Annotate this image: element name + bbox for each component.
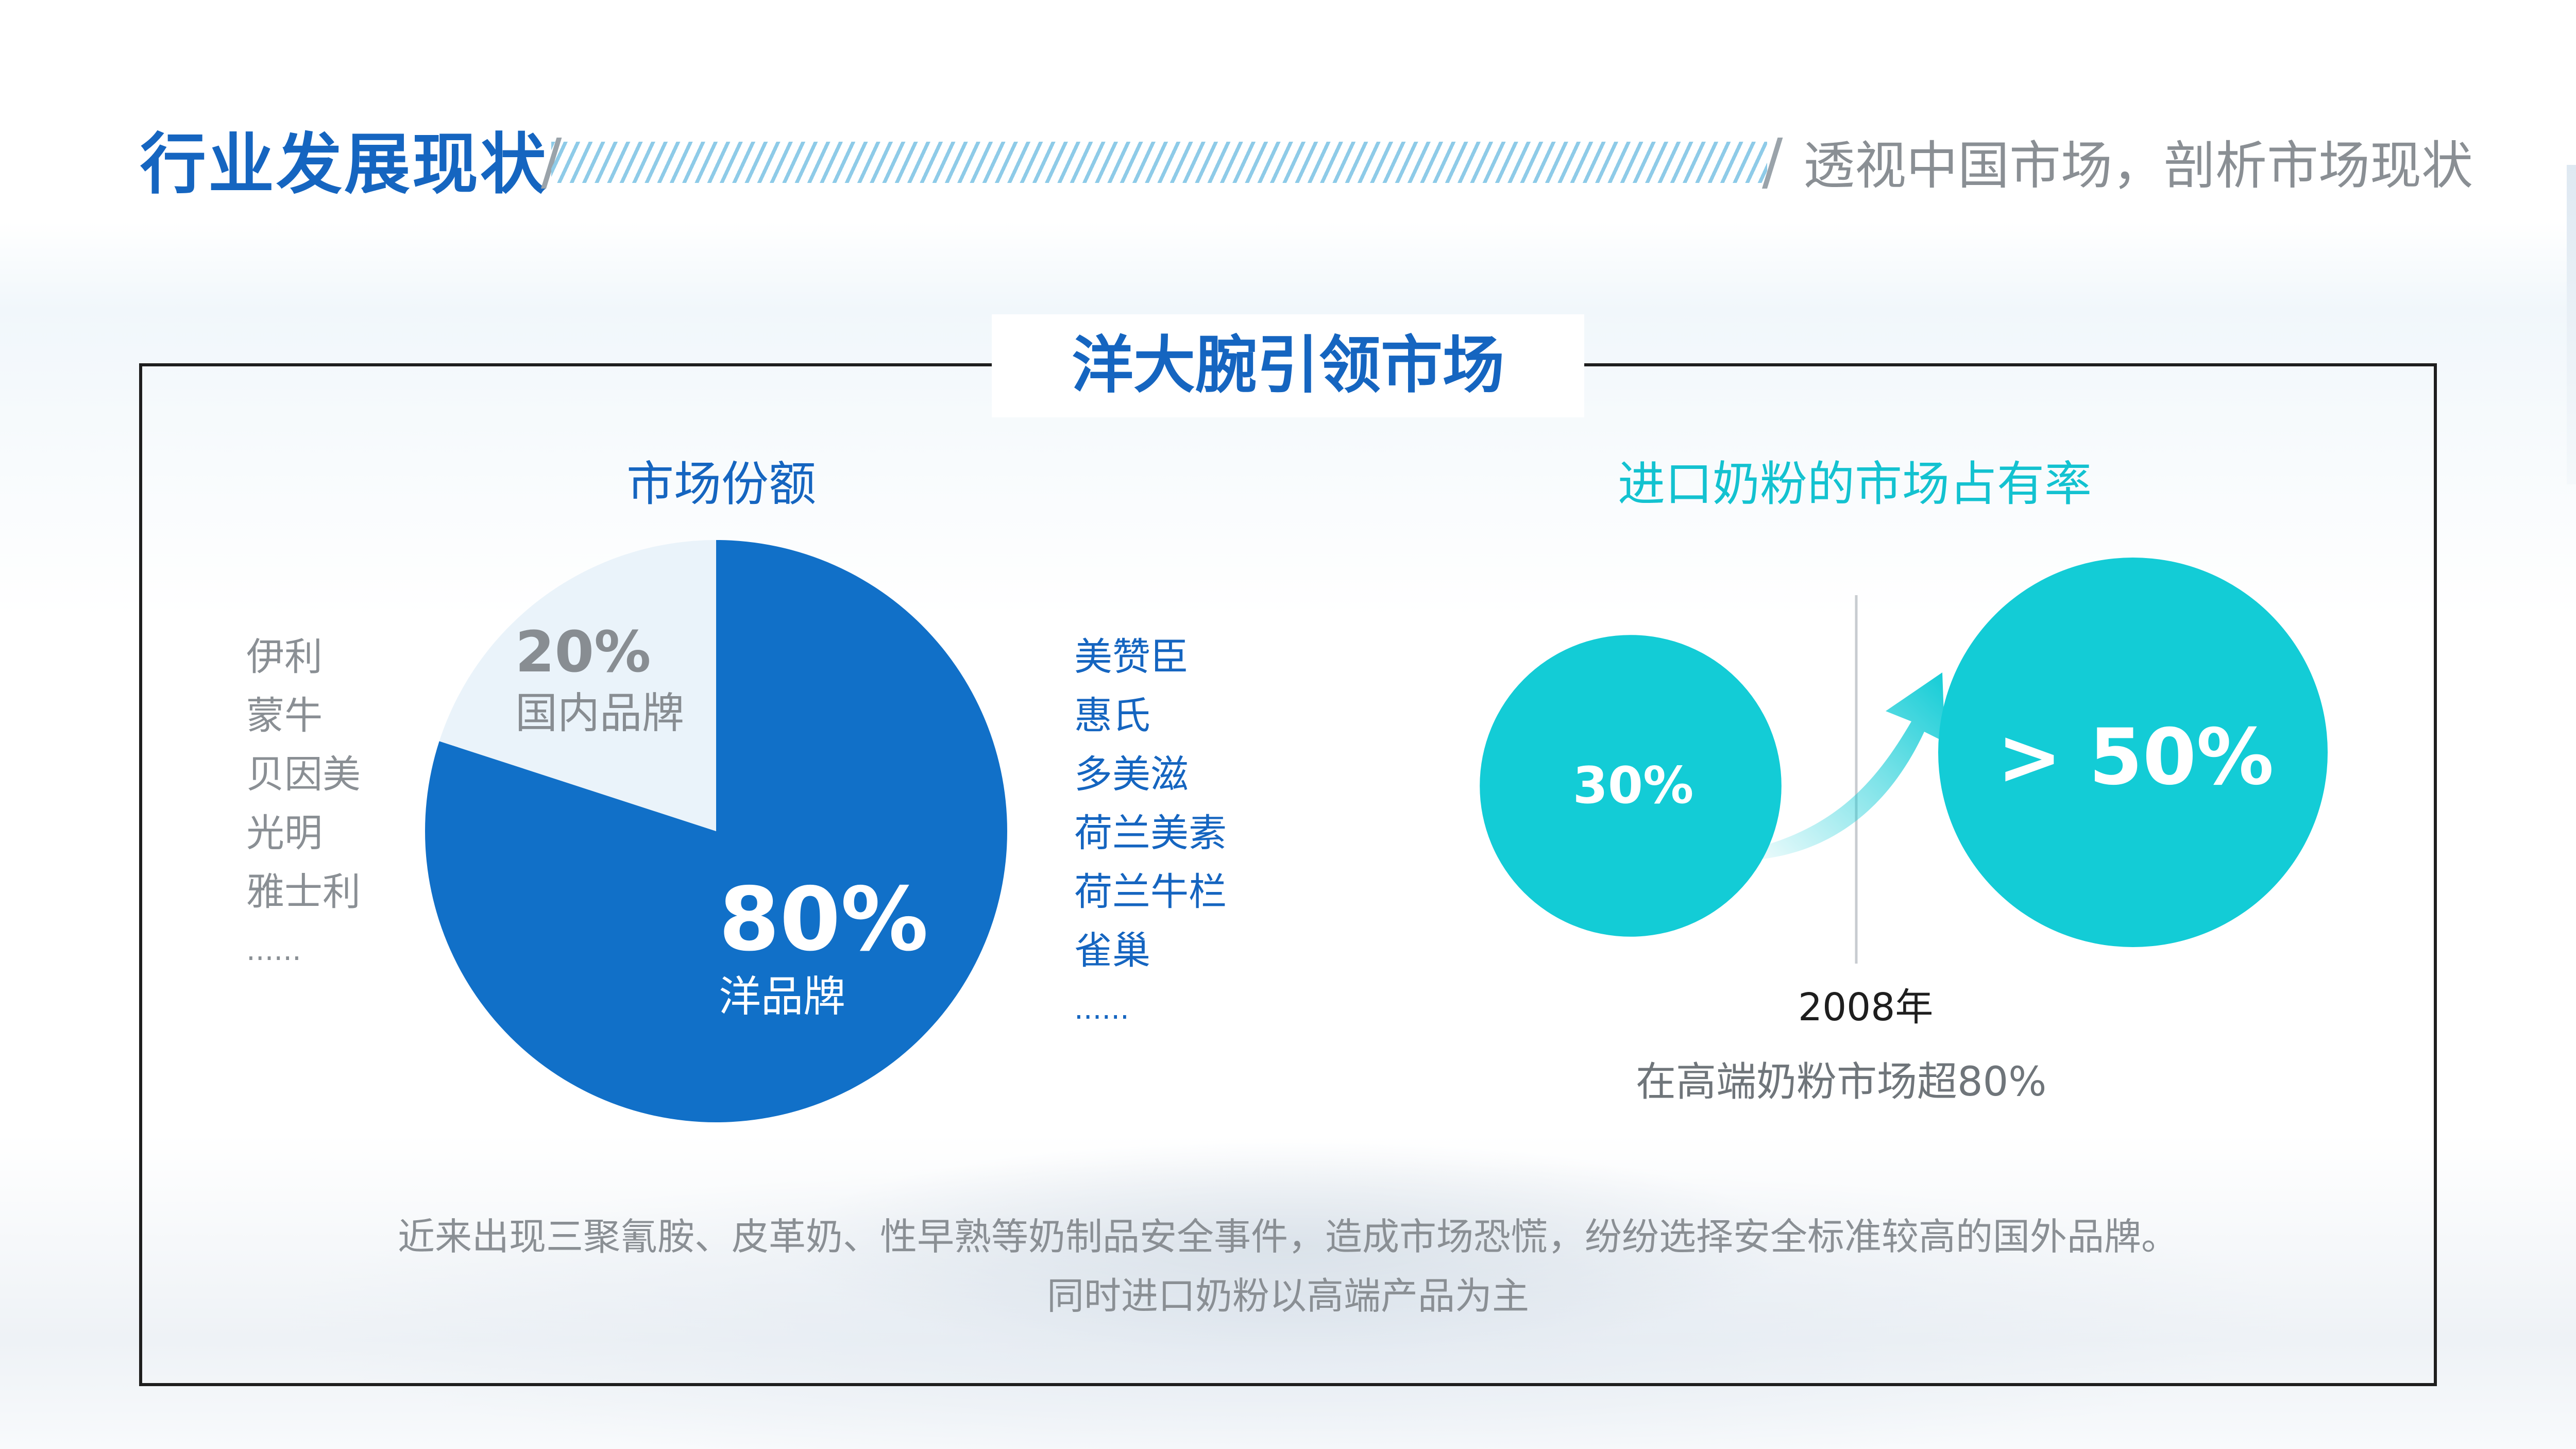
pie-slice-foreign	[425, 540, 1007, 1123]
foreign-share-value: 80%	[719, 869, 928, 971]
foreign-brand-item: 荷兰美素	[1074, 811, 1227, 855]
pie-slice-label-foreign: 80% 洋品牌	[719, 871, 928, 1025]
foreign-brand-item: 多美滋	[1074, 752, 1189, 797]
foreign-brand-item: 美赞臣	[1074, 635, 1189, 679]
market-share-title: 市场份额	[626, 457, 816, 512]
domestic-brand-list: 伊利蒙牛贝因美光明雅士利......	[246, 628, 361, 980]
foreign-brand-item: 惠氏	[1074, 694, 1150, 738]
domestic-brand-item: 贝因美	[246, 752, 361, 797]
footer-line-1: 近来出现三聚氰胺、皮革奶、性早熟等奶制品安全事件，造成市场恐慌，纷纷选择安全标准…	[397, 1215, 2178, 1258]
domestic-brand-item: 伊利	[246, 635, 323, 679]
pie-slice-domestic	[439, 540, 716, 831]
domestic-brand-item: 雅士利	[246, 870, 361, 914]
year-label: 2008年	[1798, 985, 1934, 1030]
share-before-value: 30%	[1572, 756, 1694, 815]
header-hatch-divider	[551, 142, 1767, 183]
page-title: 行业发展现状	[140, 126, 549, 203]
import-share-title: 进口奶粉的市场占有率	[1617, 457, 2092, 512]
domestic-brand-item: 光明	[246, 811, 323, 855]
domestic-share-label: 国内品牌	[515, 689, 685, 738]
domestic-share-value: 20%	[515, 619, 651, 685]
share-circle-before	[1480, 635, 1782, 937]
growth-arrow	[1747, 672, 1945, 861]
foreign-brand-item: 荷兰牛栏	[1074, 870, 1227, 914]
section-title: 洋大腕引领市场	[992, 314, 1584, 417]
foreign-brand-item: 雀巢	[1074, 929, 1150, 973]
foreign-brand-item: ......	[1074, 992, 1129, 1026]
foreign-brand-list: 美赞臣惠氏多美滋荷兰美素荷兰牛栏雀巢......	[1074, 628, 1227, 1039]
domestic-brand-item: ......	[246, 934, 301, 967]
foreign-share-label: 洋品牌	[719, 972, 846, 1021]
footer-line-2: 同时进口奶粉以高端产品为主	[1046, 1274, 1529, 1318]
pie-slice-label-domestic: 20% 国内品牌	[515, 618, 684, 742]
header-slash-right: /	[1762, 126, 1783, 198]
high-end-share-note: 在高端奶粉市场超80%	[1636, 1059, 2047, 1105]
right-edge-accent	[2567, 165, 2576, 484]
page-subtitle: 透视中国市场，剖析市场现状	[1803, 136, 2473, 196]
share-circle-after	[1938, 558, 2328, 947]
share-after-value: > 50%	[1997, 713, 2274, 802]
domestic-brand-item: 蒙牛	[246, 694, 323, 738]
